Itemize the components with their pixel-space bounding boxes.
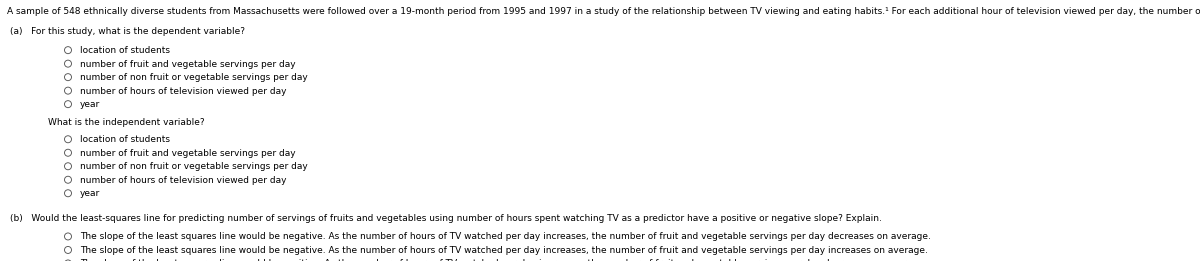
Text: number of hours of television viewed per day: number of hours of television viewed per… — [80, 87, 287, 96]
Text: The slope of the least squares line would be negative. As the number of hours of: The slope of the least squares line woul… — [80, 246, 928, 255]
Text: number of non fruit or vegetable servings per day: number of non fruit or vegetable serving… — [80, 162, 307, 171]
Text: (a)   For this study, what is the dependent variable?: (a) For this study, what is the dependen… — [10, 27, 245, 36]
Text: A sample of 548 ethnically diverse students from Massachusetts were followed ove: A sample of 548 ethnically diverse stude… — [7, 7, 1200, 16]
Text: year: year — [80, 189, 101, 198]
Text: year: year — [80, 100, 101, 109]
Text: The slope of the least squares line would be negative. As the number of hours of: The slope of the least squares line woul… — [80, 233, 931, 241]
Text: What is the independent variable?: What is the independent variable? — [48, 118, 205, 127]
Text: The slope of the least squares line would be positive. As the number of hours of: The slope of the least squares line woul… — [80, 259, 926, 261]
Text: number of non fruit or vegetable servings per day: number of non fruit or vegetable serving… — [80, 73, 307, 82]
Text: number of fruit and vegetable servings per day: number of fruit and vegetable servings p… — [80, 149, 295, 158]
Text: location of students: location of students — [80, 46, 170, 55]
Text: number of fruit and vegetable servings per day: number of fruit and vegetable servings p… — [80, 60, 295, 69]
Text: number of hours of television viewed per day: number of hours of television viewed per… — [80, 176, 287, 185]
Text: location of students: location of students — [80, 135, 170, 144]
Text: (b)   Would the least-squares line for predicting number of servings of fruits a: (b) Would the least-squares line for pre… — [10, 213, 882, 223]
